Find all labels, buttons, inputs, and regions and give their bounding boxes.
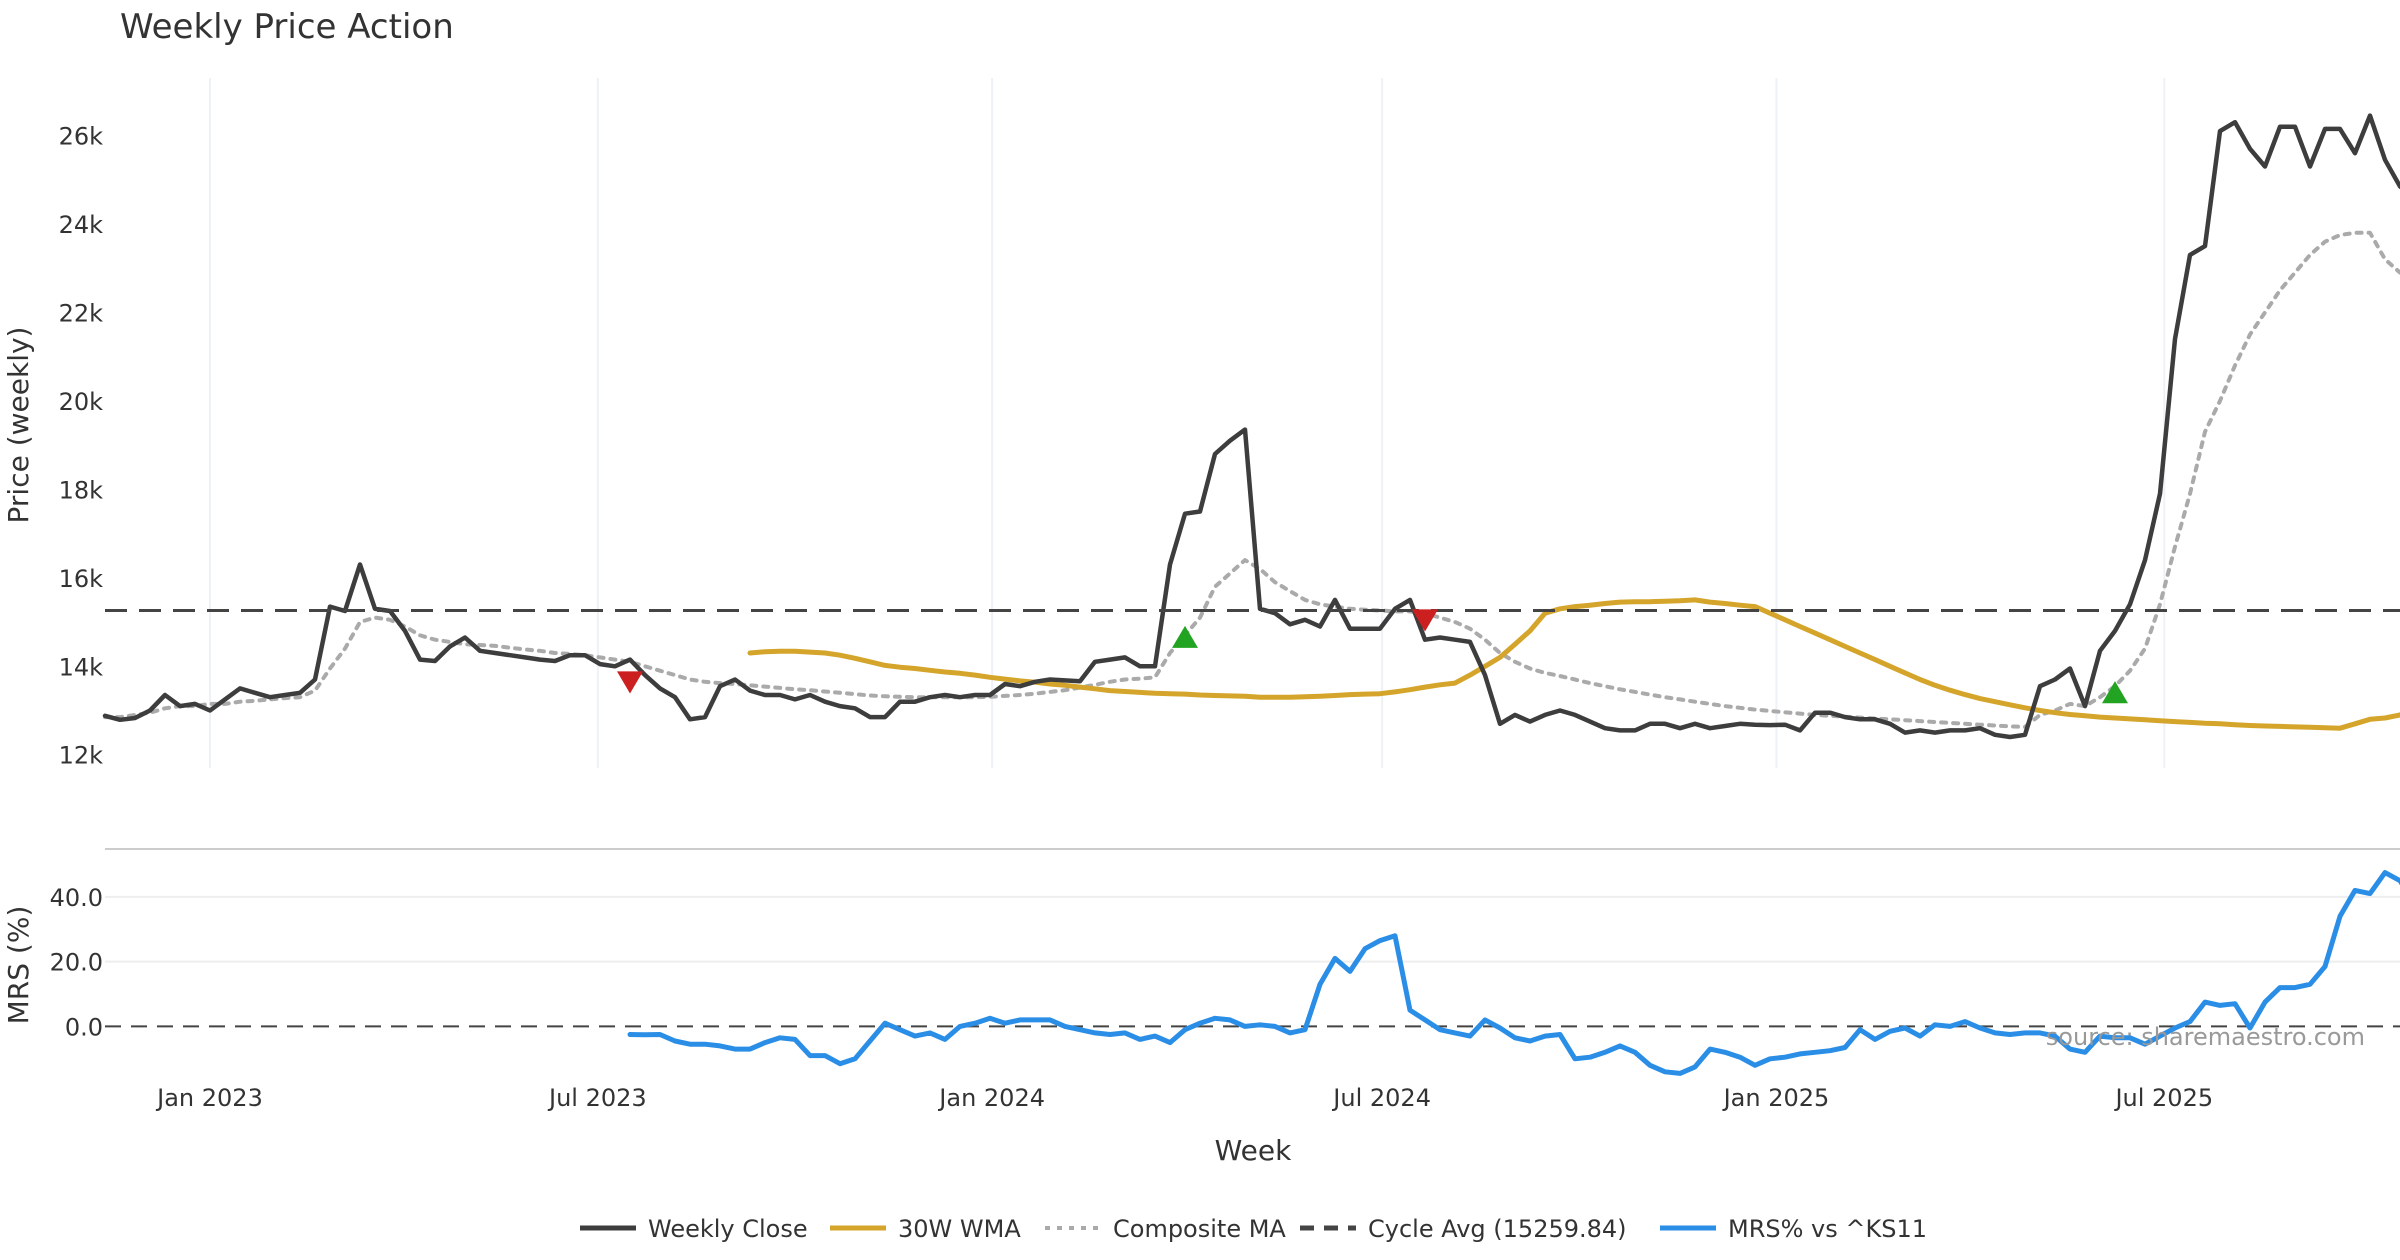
composite-ma-line — [103, 230, 2400, 729]
price-y-tick-label: 14k — [59, 653, 104, 681]
sell-signal-marker — [1412, 609, 1438, 632]
price-y-tick-label: 12k — [59, 742, 104, 770]
legend-label: Cycle Avg (15259.84) — [1368, 1215, 1627, 1243]
legend-label: MRS% vs ^KS11 — [1728, 1215, 1927, 1243]
legend-label: 30W WMA — [898, 1215, 1021, 1243]
price-y-tick-label: 26k — [59, 123, 104, 151]
price-y-tick-label: 24k — [59, 211, 104, 239]
mrs-series — [627, 870, 2400, 1076]
mrs-y-tick-label: 40.0 — [50, 884, 103, 912]
mrs-y-tick-label: 20.0 — [50, 949, 103, 977]
mrs-y-ticks: 0.0 20.0 40.0 — [50, 884, 103, 1042]
legend: Weekly Close 30W WMA Composite MA Cycle Avg… — [580, 1215, 1927, 1243]
mrs-gridlines — [105, 895, 2400, 1028]
x-tick-label: Jan 2025 — [1722, 1084, 1830, 1112]
source-label: source: sharemaestro.com — [2046, 1023, 2365, 1051]
price-series — [102, 113, 2400, 740]
legend-label: Weekly Close — [648, 1215, 808, 1243]
mrs-y-tick-label: 0.0 — [65, 1013, 103, 1041]
mrs-line — [627, 870, 2400, 1076]
buy-signal-marker — [1172, 625, 1198, 648]
buy-signal-marker — [2102, 681, 2128, 704]
x-tick-label: Jan 2023 — [155, 1084, 263, 1112]
x-ticks: Jan 2023 Jul 2023 Jan 2024 Jul 2024 Jan 2025… — [155, 1084, 2213, 1112]
chart-title: Weekly Price Action — [120, 7, 454, 47]
signal-markers — [617, 609, 2128, 704]
x-tick-label: Jul 2025 — [2113, 1084, 2213, 1112]
price-y-tick-label: 16k — [59, 565, 104, 593]
30w-wma-line — [747, 597, 2400, 731]
price-y-ticks: 12k 14k 16k 18k 20k 22k 24k 26k — [59, 123, 104, 770]
price-y-tick-label: 22k — [59, 299, 104, 327]
legend-label: Composite MA — [1113, 1215, 1286, 1243]
vertical-gridlines — [209, 78, 2166, 768]
x-tick-label: Jul 2023 — [547, 1084, 647, 1112]
mrs-y-axis-title: MRS (%) — [2, 906, 35, 1025]
x-tick-label: Jul 2024 — [1331, 1084, 1431, 1112]
x-axis-title: Week — [1215, 1134, 1292, 1167]
x-tick-label: Jan 2024 — [937, 1084, 1045, 1112]
price-y-axis-title: Price (weekly) — [2, 327, 35, 524]
sell-signal-marker — [617, 671, 643, 694]
price-y-tick-label: 18k — [59, 476, 104, 504]
weekly-close-line — [102, 113, 2400, 740]
price-y-tick-label: 20k — [59, 388, 104, 416]
